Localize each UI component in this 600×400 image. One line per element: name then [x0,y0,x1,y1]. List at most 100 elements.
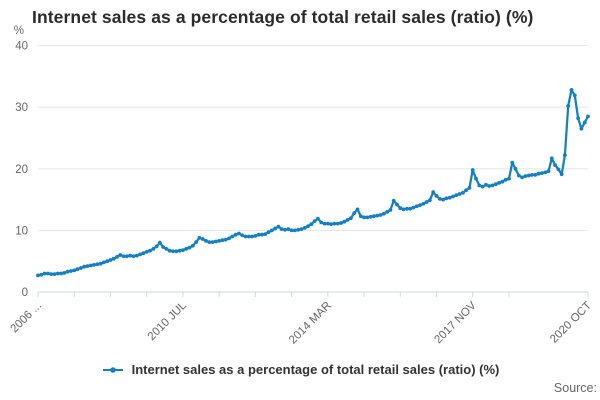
series-point[interactable] [190,243,195,248]
series-point[interactable] [118,253,123,257]
series-point[interactable] [516,173,521,178]
series-point[interactable] [121,254,126,259]
series-point[interactable] [138,252,143,257]
series-point[interactable] [151,247,156,251]
series-point[interactable] [398,206,403,211]
series-point[interactable] [520,175,524,180]
series-point[interactable] [451,194,455,199]
series-point[interactable] [437,197,442,201]
series-point[interactable] [213,239,218,244]
series-point[interactable] [345,218,350,222]
series-point[interactable] [65,269,70,274]
series-point[interactable] [474,176,478,181]
legend-item[interactable]: Internet sales as a percentage of total … [0,362,600,377]
series-point[interactable] [210,240,215,245]
series-point[interactable] [233,232,238,237]
series-point[interactable] [309,222,314,227]
series-point[interactable] [69,269,73,273]
series-point[interactable] [197,235,202,240]
series-point[interactable] [108,258,113,262]
series-point[interactable] [421,202,426,206]
series-point[interactable] [526,173,531,178]
series-point[interactable] [125,254,129,259]
series-point[interactable] [46,271,50,276]
series-point[interactable] [161,245,166,249]
series-point[interactable] [385,210,389,214]
series-point[interactable] [217,239,222,243]
series-point[interactable] [477,183,482,188]
series-point[interactable] [500,179,505,184]
series-point[interactable] [75,267,80,272]
series-point[interactable] [523,174,528,179]
series-point[interactable] [549,156,554,161]
series-point[interactable] [296,227,301,232]
series-point[interactable] [507,176,511,181]
series-point[interactable] [349,216,353,221]
series-point[interactable] [184,247,189,251]
series-point[interactable] [530,173,534,177]
series-point[interactable] [256,232,261,237]
series-point[interactable] [454,193,459,198]
series-point[interactable] [566,104,571,108]
series-point[interactable] [513,166,518,171]
series-point[interactable] [171,249,175,254]
series-point[interactable] [230,234,235,239]
series-point[interactable] [355,207,360,212]
series-point[interactable] [457,192,462,196]
series-point[interactable] [85,264,90,268]
series-point[interactable] [411,205,416,210]
series-point[interactable] [546,169,551,174]
series-point[interactable] [352,211,357,216]
series-point[interactable] [42,271,47,276]
series-point[interactable] [444,196,449,201]
series-point[interactable] [401,207,406,212]
series-point[interactable] [484,182,488,187]
series-point[interactable] [414,204,419,209]
series-point[interactable] [556,167,561,172]
series-point[interactable] [325,221,330,226]
series-point[interactable] [467,186,472,190]
series-point[interactable] [263,232,268,237]
series-point[interactable] [381,211,386,216]
series-point[interactable] [72,268,77,273]
series-point[interactable] [586,114,590,119]
series-point[interactable] [227,236,231,241]
series-point[interactable] [365,215,370,220]
series-point[interactable] [579,126,584,131]
series-point[interactable] [111,256,116,261]
series-point[interactable] [164,247,169,251]
series-point[interactable] [493,182,498,187]
series-point[interactable] [405,206,409,211]
series-point[interactable] [95,262,100,267]
series-point[interactable] [391,198,396,203]
series-point[interactable] [102,260,106,265]
series-point[interactable] [36,273,40,278]
series-point[interactable] [260,232,264,237]
series-point[interactable] [200,237,205,241]
series-point[interactable] [207,240,212,245]
series-point[interactable] [335,221,340,226]
series-point[interactable] [141,251,146,256]
series-point[interactable] [148,248,152,253]
series-point[interactable] [576,116,580,121]
series-point[interactable] [223,237,228,242]
series-point[interactable] [279,227,284,232]
series-point[interactable] [204,239,208,243]
series-point[interactable] [134,253,139,258]
series-point[interactable] [362,215,366,220]
series-point[interactable] [418,203,422,208]
series-point[interactable] [431,190,436,195]
series-point[interactable] [388,208,393,212]
series-point[interactable] [273,226,277,231]
series-point[interactable] [59,271,63,276]
series-point[interactable] [536,171,541,176]
series-point[interactable] [540,171,544,176]
series-point[interactable] [368,214,373,219]
series-point[interactable] [158,240,162,245]
series-point[interactable] [283,227,287,232]
series-point[interactable] [181,248,185,253]
series-point[interactable] [250,234,255,239]
series-point[interactable] [269,228,274,233]
series-point[interactable] [243,234,248,239]
series-point[interactable] [408,206,413,211]
